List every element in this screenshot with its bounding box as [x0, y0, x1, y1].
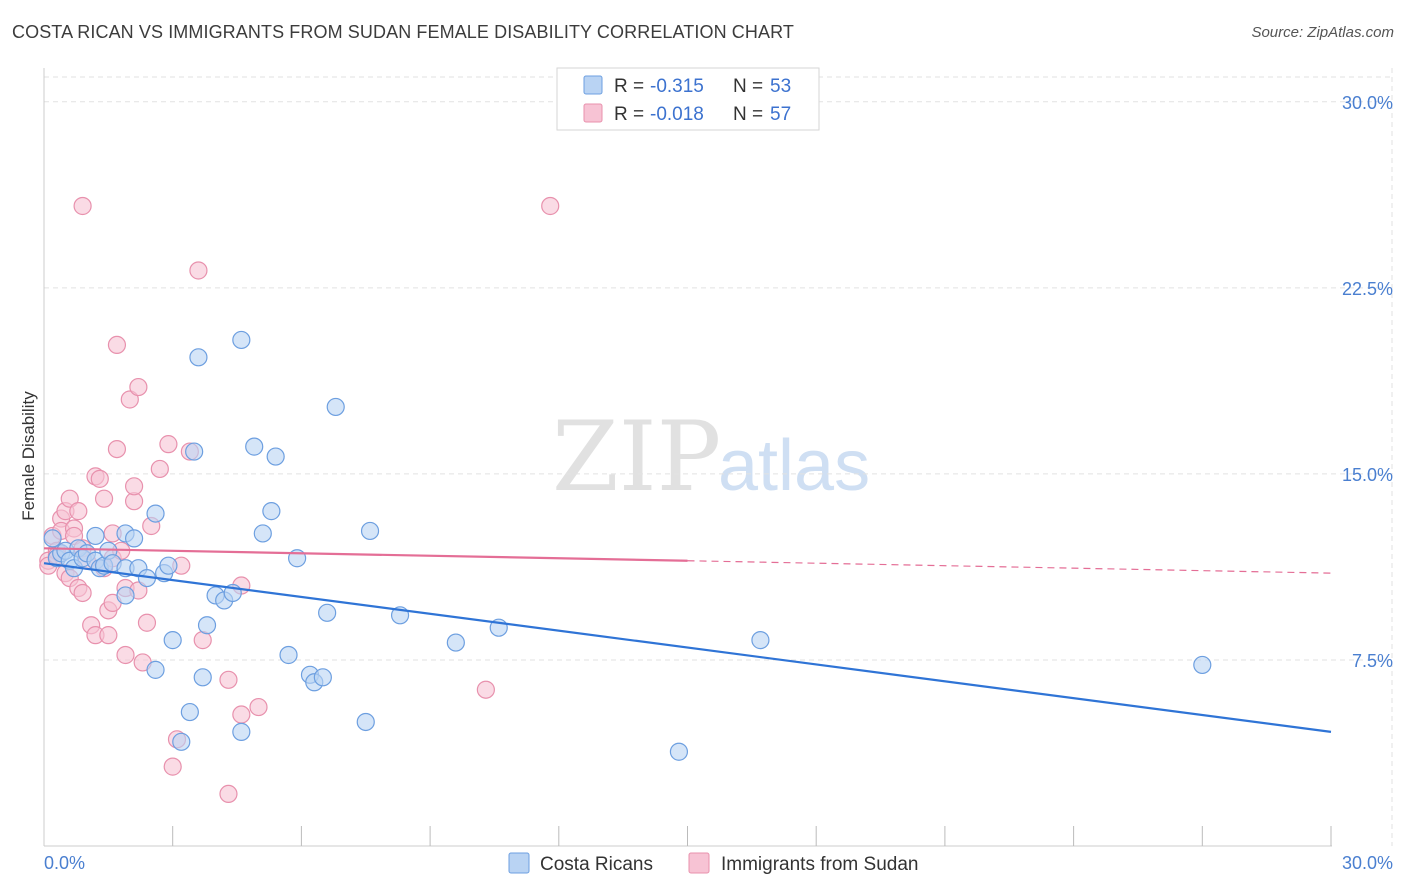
costa-rican-point [245, 437, 264, 456]
sudan-point [73, 196, 92, 216]
watermark-atlas: atlas [718, 426, 870, 506]
costa-rican-point [172, 732, 191, 751]
sudan-point [90, 469, 109, 488]
legend-r-label-2: R = [614, 104, 644, 125]
y-tick-label-30: 30.0% [1342, 93, 1393, 113]
legend-swatch-costa-ricans [583, 75, 603, 95]
watermark-zip: ZIP [552, 401, 721, 513]
sudan-point [107, 439, 127, 459]
legend-n-value-2: 57 [770, 104, 791, 125]
costa-rican-point [1193, 655, 1212, 675]
sudan-point [219, 670, 238, 689]
costa-rican-point [360, 521, 380, 541]
sudan-point [69, 502, 88, 521]
costa-rican-point [751, 631, 770, 650]
sudan-point [99, 626, 118, 645]
gridlines [44, 68, 1393, 846]
sudan-point [159, 435, 178, 454]
sudan-point [60, 489, 79, 508]
y-tick-label-7-5: 7.5% [1352, 651, 1393, 671]
costa-rican-point [356, 712, 375, 732]
sudan-point [232, 705, 251, 724]
costa-rican-point [180, 702, 199, 722]
y-axis-label: Female Disability [19, 391, 38, 521]
costa-rican-point [262, 502, 281, 521]
y-tick-label-22-5: 22.5% [1342, 279, 1393, 299]
sudan-point [476, 680, 495, 699]
costa-rican-point [185, 442, 204, 461]
costa-rican-point [313, 668, 332, 687]
costa-rican-point [318, 603, 337, 622]
legend-n-label-1: N = [733, 76, 763, 97]
costa-rican-point [86, 526, 105, 546]
y-tick-label-15: 15.0% [1342, 465, 1393, 485]
series-legend-label-sudan: Immigrants from Sudan [721, 854, 918, 875]
costa-rican-point [146, 660, 165, 679]
watermark: ZIP atlas [552, 401, 870, 513]
legend-r-value-2: -0.018 [650, 104, 704, 125]
chart-title: COSTA RICAN VS IMMIGRANTS FROM SUDAN FEM… [12, 22, 794, 42]
sudan-point [249, 697, 268, 717]
costa-rican-point [232, 722, 251, 741]
legend-n-value-1: 53 [770, 76, 791, 97]
x-tick-marks [172, 826, 1332, 846]
costa-rican-point [189, 348, 208, 367]
costa-rican-point [116, 586, 135, 605]
series-legend: Costa Ricans Immigrants from Sudan [508, 852, 918, 875]
costa-rican-point [163, 631, 182, 650]
sudan-trend-line-extension [687, 560, 1332, 574]
costa-rican-point [669, 742, 689, 761]
legend-r-value-1: -0.315 [650, 76, 704, 97]
costa-rican-point [146, 504, 165, 523]
sudan-point [107, 335, 127, 355]
costa-rican-point [446, 633, 465, 652]
sudan-point [541, 196, 560, 216]
sudan-point [124, 477, 144, 496]
costa-rican-point [159, 556, 178, 575]
legend-r-label-1: R = [614, 76, 644, 97]
sudan-point [189, 261, 208, 280]
sudan-point [120, 390, 139, 409]
y-tick-labels: 7.5% 15.0% 22.5% 30.0% [1342, 93, 1393, 671]
costa-rican-point [279, 645, 298, 665]
sudan-point [116, 645, 135, 665]
costa-rican-point [193, 668, 212, 687]
sudan-point [137, 613, 157, 632]
trend-lines [43, 547, 1332, 733]
costa-rican-point [326, 397, 345, 417]
sudan-point [163, 757, 182, 776]
x-tick-label-min: 0.0% [44, 853, 85, 873]
series-legend-swatch-costa-ricans [508, 852, 530, 874]
legend-n-label-2: N = [733, 104, 763, 125]
sudan-point [94, 489, 114, 508]
costa-rican-point [43, 529, 62, 548]
costa-rican-points [43, 330, 1212, 761]
x-tick-label-max: 30.0% [1342, 853, 1393, 873]
costa-rican-point [253, 524, 272, 543]
costa-rican-point [124, 529, 144, 548]
source-label: Source: ZipAtlas.com [1251, 24, 1394, 41]
correlation-legend: R = -0.315 N = 53 R = -0.018 N = 57 [556, 67, 820, 131]
sudan-point [219, 784, 238, 804]
series-legend-label-costa-ricans: Costa Ricans [540, 854, 653, 875]
series-legend-swatch-sudan [688, 852, 710, 874]
sudan-point [150, 459, 169, 479]
costa-rican-point [197, 616, 217, 635]
legend-swatch-sudan [583, 103, 603, 123]
sudan-point [73, 583, 92, 603]
costa-rican-point [266, 447, 285, 466]
sudan-trend-line [43, 547, 688, 562]
sudan-point [129, 377, 148, 397]
costa-rican-point [232, 330, 251, 350]
costa-rican-trend-line [43, 562, 1332, 733]
